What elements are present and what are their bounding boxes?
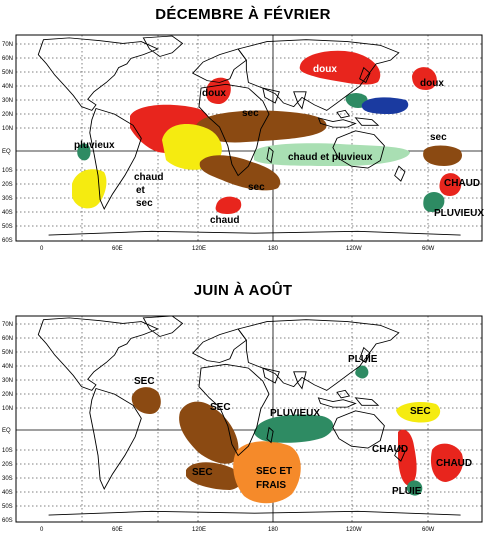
label-sec: SEC	[192, 467, 213, 478]
title-december-february: DÉCEMBRE À FÉVRIER	[155, 6, 331, 23]
map-december-february: 70N 60N 50N 40N 30N 20N 10N EQ 10S 20S 3…	[2, 34, 484, 252]
lat-tick: 20N	[2, 112, 13, 118]
bottom-regions	[131, 365, 464, 504]
region-sec-australia	[199, 155, 281, 191]
lat-tick: 50N	[2, 350, 13, 356]
label-chaud: chaud	[210, 215, 239, 226]
region-pluvieux-south-america	[423, 192, 445, 212]
lat-tick: 70N	[2, 322, 13, 328]
lon-tick: 120E	[192, 246, 206, 252]
lon-tick: 120W	[346, 246, 362, 252]
lat-tick: 10S	[2, 168, 13, 174]
lat-tick: 40S	[2, 490, 13, 496]
label-sec: sec	[248, 182, 265, 193]
lat-tick: 20S	[2, 462, 13, 468]
lat-tick: 40N	[2, 364, 13, 370]
label-chaud: CHAUD	[444, 178, 480, 189]
lat-tick: 50S	[2, 224, 13, 230]
label-pluie: PLUIE	[348, 354, 378, 365]
region-frais-southeast-us	[361, 97, 409, 114]
lat-tick: 10N	[2, 126, 13, 132]
label-sec: sec	[136, 198, 153, 209]
lat-tick: EQ	[2, 149, 11, 155]
label-doux: doux	[313, 64, 337, 75]
region-chaud-australia-south	[215, 196, 242, 214]
lat-tick: EQ	[2, 428, 11, 434]
map-june-august: 70N 60N 50N 40N 30N 20N 10N EQ 10S 20S 3…	[2, 315, 483, 533]
region-doux-north-pacific	[299, 50, 381, 85]
lat-tick: 10S	[2, 448, 13, 454]
lon-tick: 60W	[422, 246, 435, 252]
region-chaud-south-america-west	[398, 429, 417, 486]
label-et: et	[136, 185, 146, 196]
lat-tick: 20S	[2, 182, 13, 188]
label-sec: SEC	[410, 406, 431, 417]
label-chaud: CHAUD	[372, 444, 408, 455]
lat-tick: 50S	[2, 504, 13, 510]
region-chaud-sec-africa-south	[72, 169, 107, 209]
label-sec-et: SEC ET	[256, 466, 292, 477]
lat-tick: 40N	[2, 84, 13, 90]
region-chaud-south-america	[439, 173, 462, 196]
lat-tick: 30S	[2, 196, 13, 202]
lat-tick: 60S	[2, 518, 13, 524]
top-regions	[72, 50, 463, 214]
lon-tick: 60E	[112, 527, 123, 533]
label-sec: SEC	[134, 376, 155, 387]
lat-tick: 50N	[2, 70, 13, 76]
label-pluvieux: PLUVIEUX	[270, 408, 320, 419]
label-pluvieux: PLUVIEUX	[434, 208, 484, 219]
label-pluvieux: pluvieux	[74, 140, 115, 151]
lat-tick: 60N	[2, 336, 13, 342]
region-doux-north-america	[412, 67, 437, 90]
label-doux: doux	[202, 88, 226, 99]
region-chaud-south-america-east	[430, 443, 464, 482]
region-sec-india	[131, 387, 161, 414]
region-pluvieux-africa-east	[77, 143, 91, 161]
label-pluie: PLUIE	[392, 486, 422, 497]
region-sec-south-america	[423, 145, 463, 166]
label-chaud: CHAUD	[436, 458, 472, 469]
lon-tick: 120W	[346, 527, 362, 533]
lon-tick: 60W	[422, 527, 435, 533]
region-sec-australia-east	[186, 462, 241, 490]
lat-tick: 60N	[2, 56, 13, 62]
region-chaud-pluvieux-pacific	[254, 143, 410, 166]
region-pluvieux-pacific	[254, 414, 334, 443]
label-frais: FRAIS	[256, 480, 286, 491]
label-doux: doux	[420, 78, 444, 89]
region-pluie-north-america	[355, 365, 369, 379]
lat-tick: 40S	[2, 210, 13, 216]
lat-tick: 30N	[2, 378, 13, 384]
label-sec: sec	[430, 132, 447, 143]
label-sec: sec	[242, 108, 259, 119]
lon-tick: 60E	[112, 246, 123, 252]
top-axis-labels: 70N 60N 50N 40N 30N 20N 10N EQ 10S 20S 3…	[2, 42, 435, 252]
region-pluie-south-america	[406, 480, 423, 496]
region-sec-central-america	[396, 402, 441, 423]
region-sec-et-frais-australia	[233, 441, 301, 504]
label-sec: SEC	[210, 402, 231, 413]
lat-tick: 30N	[2, 98, 13, 104]
lat-tick: 30S	[2, 476, 13, 482]
bottom-axis-labels: 70N 60N 50N 40N 30N 20N 10N EQ 10S 20S 3…	[2, 322, 435, 533]
lon-tick: 180	[268, 246, 279, 252]
lon-tick: 0	[40, 527, 44, 533]
lon-tick: 180	[268, 527, 279, 533]
lat-tick: 20N	[2, 392, 13, 398]
lat-tick: 10N	[2, 406, 13, 412]
lon-tick: 0	[40, 246, 44, 252]
lon-tick: 120E	[192, 527, 206, 533]
region-sec-indian-pacific	[196, 110, 327, 143]
lat-tick: 60S	[2, 238, 13, 244]
lat-tick: 70N	[2, 42, 13, 48]
top-region-labels: doux doux doux sec sec sec pluvieux chau…	[74, 64, 484, 226]
label-chaud: chaud	[134, 172, 163, 183]
bottom-region-labels: SEC SEC SEC PLUVIEUX PLUIE SEC CHAUD CHA…	[134, 354, 472, 497]
title-june-august: JUIN À AOÛT	[193, 282, 293, 299]
label-chaud-et-pluvieux: chaud et pluvieux	[288, 152, 373, 163]
